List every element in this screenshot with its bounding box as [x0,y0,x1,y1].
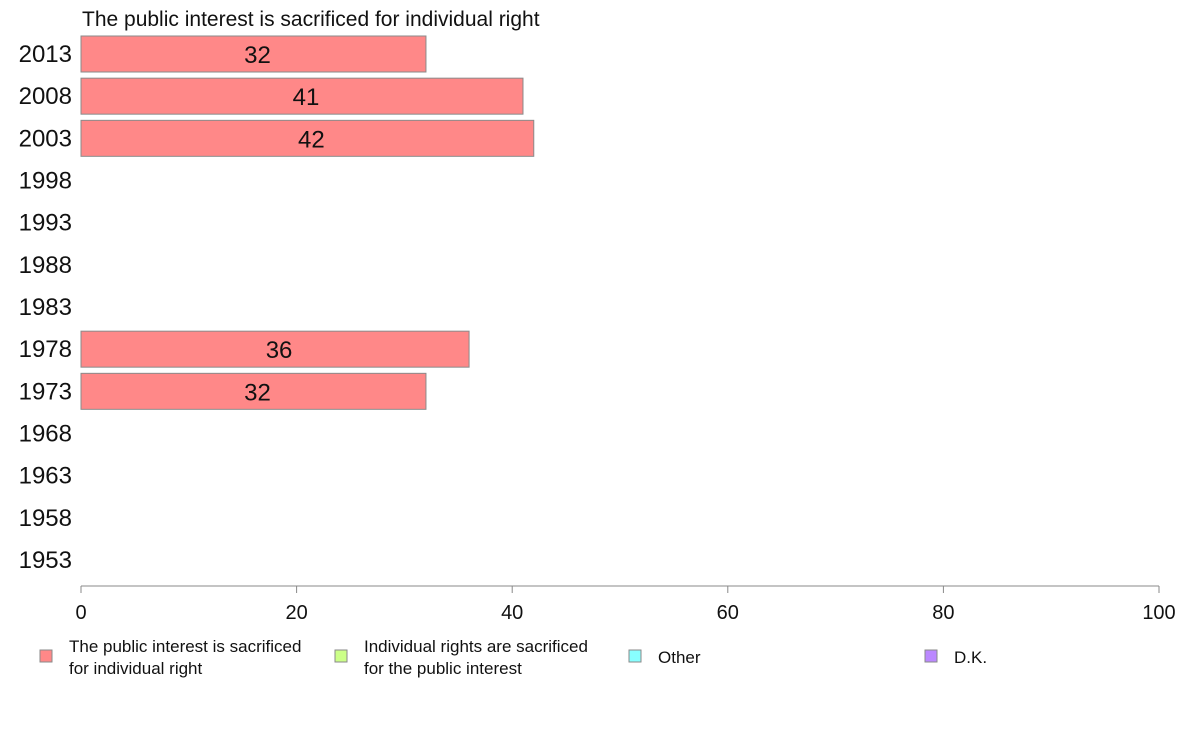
bar-value-label: 42 [298,126,325,153]
y-tick-label: 1968 [19,421,72,448]
x-tick-label: 20 [285,602,307,624]
x-tick-label: 40 [501,602,523,624]
bar-value-label: 36 [266,337,293,364]
y-tick-label: 1953 [19,547,72,574]
legend-item: D.K. [924,648,987,667]
x-tick-label: 0 [75,602,86,624]
legend-label: for individual right [69,659,203,678]
x-axis: 0 20 40 60 80 100 [75,585,1176,624]
legend-item: Other [628,648,701,667]
legend-swatch [39,649,53,663]
legend-label: The public interest is sacrificed [69,637,301,656]
x-tick-label: 100 [1142,602,1175,624]
legend-label: for the public interest [364,659,522,678]
legend-swatch [924,649,938,663]
legend-item: The public interest is sacrificed for ind… [39,637,301,678]
y-tick-label: 1978 [19,336,72,363]
legend: The public interest is sacrificed for ind… [39,637,987,678]
legend-label: D.K. [954,648,987,667]
bar [80,372,427,410]
chart-title: The public interest is sacrificed for in… [82,8,540,31]
y-tick-label: 1958 [19,505,72,532]
bar [80,77,524,115]
y-tick-label: 1973 [19,378,72,405]
bar [80,119,535,157]
x-tick-label: 80 [932,602,954,624]
bar-value-label: 41 [293,84,320,111]
bar [80,330,470,368]
y-axis-labels: 2013 2008 2003 1998 1993 1988 1983 1978 1973 1968… [19,41,72,574]
bars-group: 32 41 42 36 32 [80,35,535,410]
bar-value-label: 32 [244,42,271,69]
y-tick-label: 2013 [19,41,72,68]
y-tick-label: 1963 [19,463,72,490]
legend-item: Individual rights are sacrificed for the … [334,637,588,678]
x-tick-label: 60 [717,602,739,624]
legend-swatch [628,649,642,663]
bar-value-label: 32 [244,379,271,406]
y-tick-label: 2003 [19,125,72,152]
y-tick-label: 2008 [19,83,72,110]
y-tick-label: 1988 [19,252,72,279]
y-tick-label: 1998 [19,168,72,195]
legend-swatch [334,649,348,663]
y-tick-label: 1993 [19,210,72,237]
bar [80,35,427,73]
legend-label: Other [658,648,701,667]
legend-label: Individual rights are sacrificed [364,637,588,656]
y-tick-label: 1983 [19,294,72,321]
